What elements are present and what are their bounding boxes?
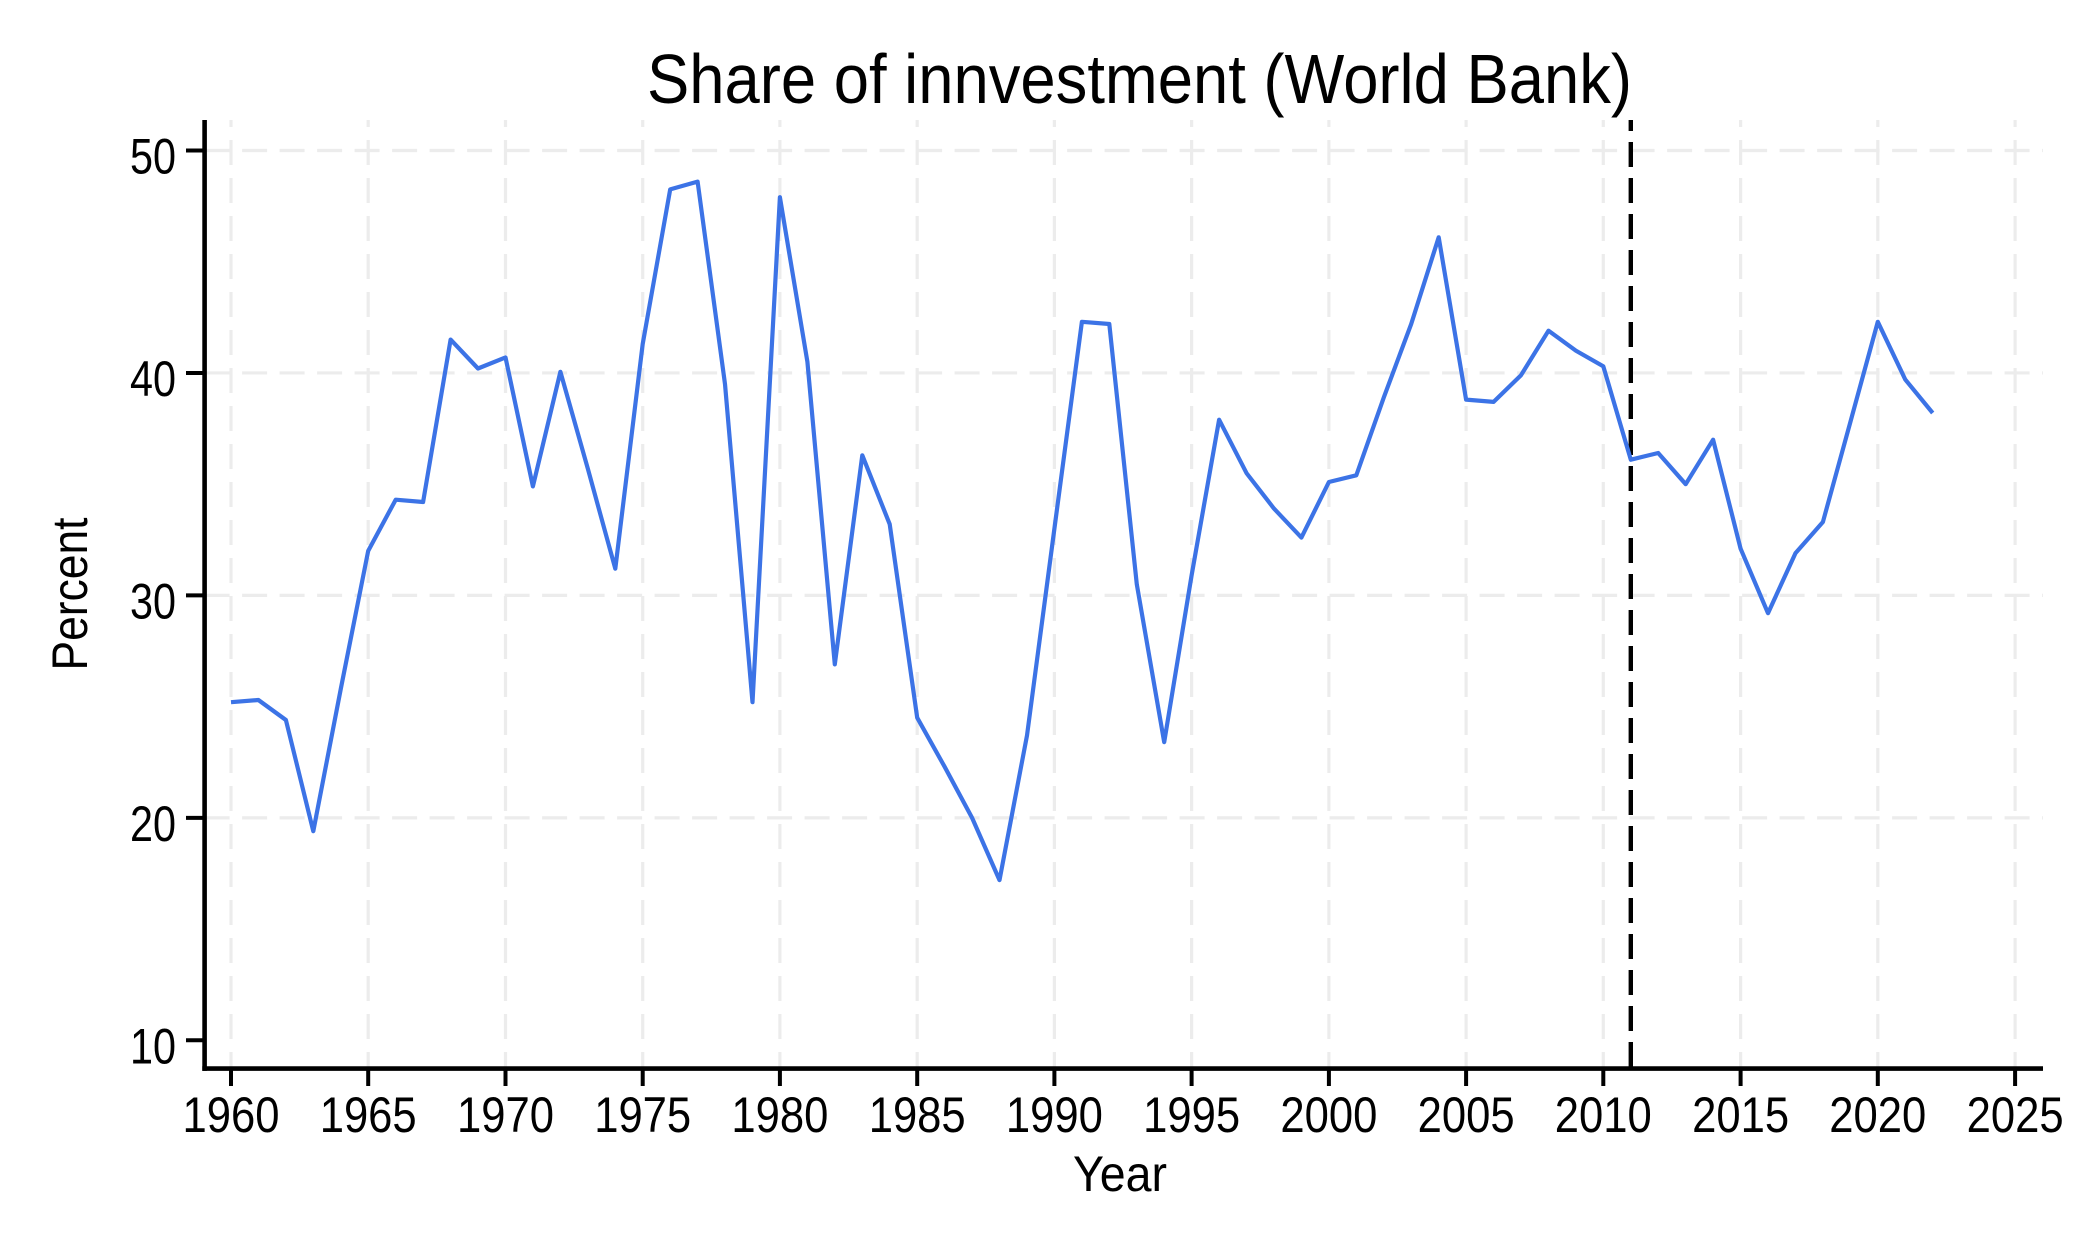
svg-text:2025: 2025 (1967, 1087, 2064, 1143)
svg-text:30: 30 (130, 573, 176, 629)
svg-text:50: 50 (130, 129, 176, 185)
svg-text:1980: 1980 (731, 1087, 828, 1143)
svg-text:Percent: Percent (42, 517, 98, 670)
svg-text:20: 20 (130, 796, 176, 852)
svg-text:1985: 1985 (869, 1087, 966, 1143)
svg-text:40: 40 (130, 351, 176, 407)
svg-text:Year: Year (1073, 1146, 1167, 1202)
svg-text:1960: 1960 (183, 1087, 280, 1143)
svg-text:2000: 2000 (1280, 1087, 1377, 1143)
svg-text:1975: 1975 (594, 1087, 691, 1143)
svg-text:1995: 1995 (1143, 1087, 1240, 1143)
svg-text:2015: 2015 (1692, 1087, 1789, 1143)
svg-text:1965: 1965 (320, 1087, 417, 1143)
svg-text:2020: 2020 (1829, 1087, 1926, 1143)
svg-text:Share of innvestment (World Ba: Share of innvestment (World Bank) (647, 40, 1632, 118)
svg-text:2005: 2005 (1418, 1087, 1515, 1143)
svg-text:1990: 1990 (1006, 1087, 1103, 1143)
svg-text:1970: 1970 (457, 1087, 554, 1143)
svg-text:2010: 2010 (1555, 1087, 1652, 1143)
svg-text:10: 10 (130, 1018, 176, 1074)
